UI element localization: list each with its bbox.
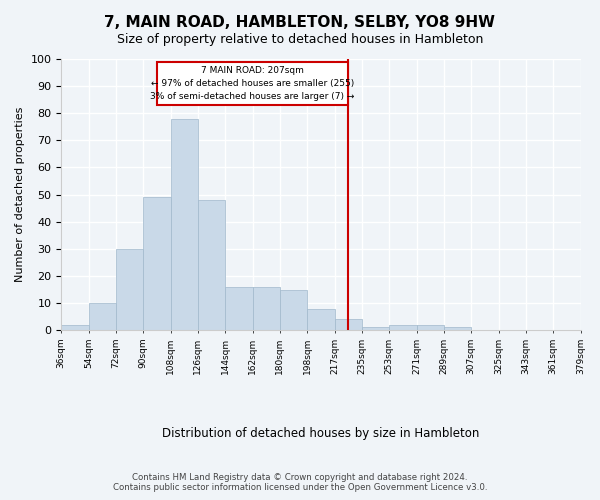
Text: 7, MAIN ROAD, HAMBLETON, SELBY, YO8 9HW: 7, MAIN ROAD, HAMBLETON, SELBY, YO8 9HW (104, 15, 496, 30)
Bar (225, 287, 253, 330)
Bar (170, 118, 198, 330)
Bar (61, 325, 89, 330)
Bar (253, 287, 280, 330)
Bar (307, 308, 335, 330)
Bar (280, 290, 307, 330)
Bar (89, 303, 116, 330)
Bar (143, 198, 170, 330)
Bar (362, 328, 389, 330)
Bar (335, 320, 362, 330)
Y-axis label: Number of detached properties: Number of detached properties (15, 107, 25, 282)
FancyBboxPatch shape (157, 62, 348, 105)
Bar (198, 200, 225, 330)
Bar (389, 325, 416, 330)
X-axis label: Distribution of detached houses by size in Hambleton: Distribution of detached houses by size … (162, 427, 479, 440)
Text: Size of property relative to detached houses in Hambleton: Size of property relative to detached ho… (117, 32, 483, 46)
Bar (116, 249, 143, 330)
Bar (416, 325, 444, 330)
Bar (444, 328, 471, 330)
Text: 7 MAIN ROAD: 207sqm
← 97% of detached houses are smaller (255)
3% of semi-detach: 7 MAIN ROAD: 207sqm ← 97% of detached ho… (151, 66, 355, 101)
Text: Contains HM Land Registry data © Crown copyright and database right 2024.
Contai: Contains HM Land Registry data © Crown c… (113, 473, 487, 492)
